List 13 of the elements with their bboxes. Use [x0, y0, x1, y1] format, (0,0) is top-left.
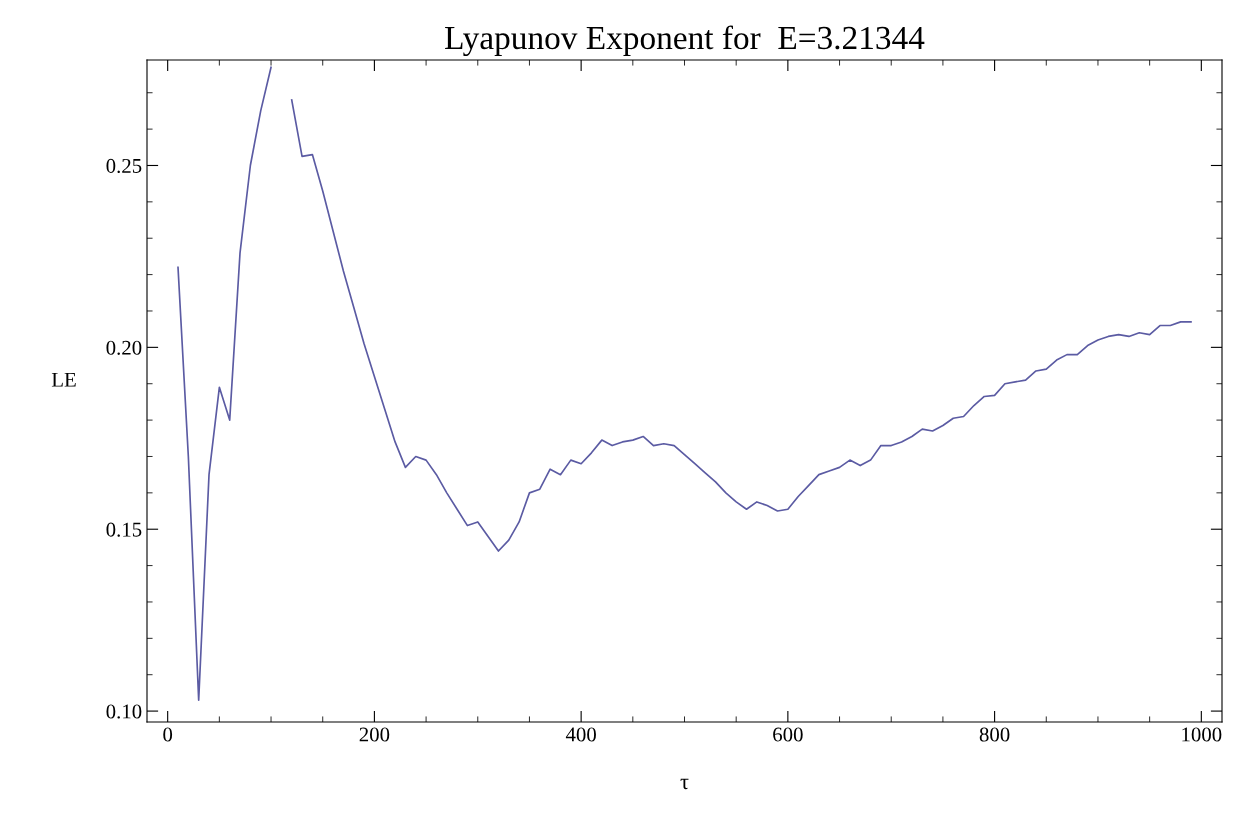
x-tick-label: 800 — [979, 727, 1010, 742]
x-axis-title: τ — [680, 778, 689, 790]
x-tick-label: 200 — [359, 727, 390, 742]
y-tick-label: 0.20 — [106, 340, 142, 355]
x-tick-label: 600 — [773, 727, 803, 742]
y-axis-title: LE — [51, 372, 76, 387]
x-tick-label: 1000 — [1182, 727, 1222, 742]
y-tick-label: 0.10 — [106, 704, 142, 719]
chart-title: Lyapunov Exponent for E=3.21344 — [445, 25, 925, 57]
x-tick-label: 0 — [163, 727, 173, 742]
y-tick-label: 0.25 — [106, 158, 142, 174]
y-tick-label: 0.15 — [106, 522, 142, 537]
x-tick-label: 400 — [565, 727, 596, 742]
